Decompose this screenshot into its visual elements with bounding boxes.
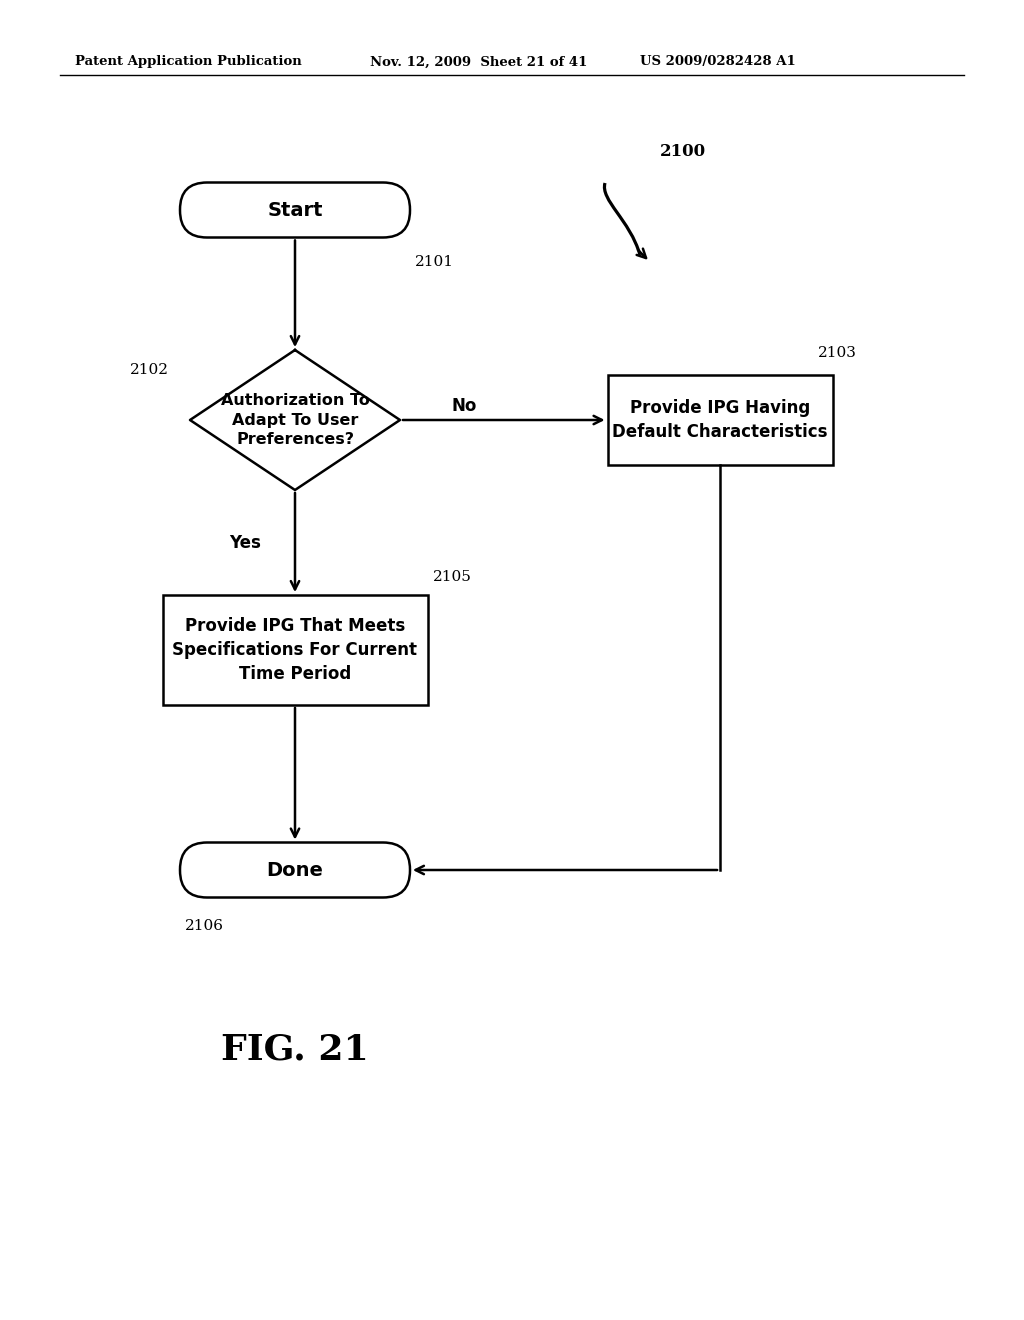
Text: 2100: 2100 bbox=[660, 144, 707, 161]
FancyBboxPatch shape bbox=[163, 595, 427, 705]
Text: 2106: 2106 bbox=[185, 919, 224, 932]
Text: Provide IPG Having
Default Characteristics: Provide IPG Having Default Characteristi… bbox=[612, 399, 827, 441]
Text: US 2009/0282428 A1: US 2009/0282428 A1 bbox=[640, 55, 796, 69]
Text: Done: Done bbox=[266, 861, 324, 879]
Text: 2102: 2102 bbox=[130, 363, 169, 378]
FancyBboxPatch shape bbox=[180, 842, 410, 898]
Text: Provide IPG That Meets
Specifications For Current
Time Period: Provide IPG That Meets Specifications Fo… bbox=[172, 618, 418, 682]
Text: Nov. 12, 2009  Sheet 21 of 41: Nov. 12, 2009 Sheet 21 of 41 bbox=[370, 55, 588, 69]
Text: 2103: 2103 bbox=[817, 346, 856, 360]
Text: FIG. 21: FIG. 21 bbox=[221, 1034, 369, 1067]
Text: Start: Start bbox=[267, 201, 323, 219]
Text: Yes: Yes bbox=[229, 533, 261, 552]
Text: 2101: 2101 bbox=[415, 256, 454, 269]
FancyBboxPatch shape bbox=[607, 375, 833, 465]
Text: 2105: 2105 bbox=[432, 570, 471, 583]
FancyBboxPatch shape bbox=[180, 182, 410, 238]
Text: Authorization To
Adapt To User
Preferences?: Authorization To Adapt To User Preferenc… bbox=[220, 393, 370, 447]
Text: Patent Application Publication: Patent Application Publication bbox=[75, 55, 302, 69]
Text: No: No bbox=[451, 397, 476, 414]
